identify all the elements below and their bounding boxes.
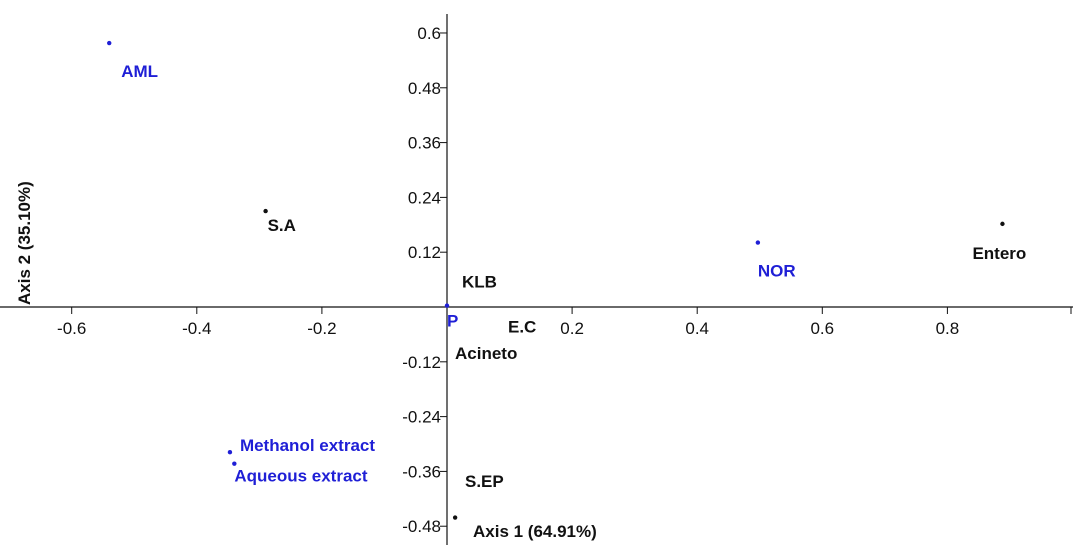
x-tick-label: 0.4 — [685, 319, 709, 338]
point-aqueous-extract — [232, 461, 237, 466]
point-nor — [755, 240, 761, 245]
x-tick-label: -0.6 — [57, 319, 86, 338]
y-tick-label: 0.48 — [408, 79, 441, 98]
point-label-entero: Entero — [972, 244, 1026, 263]
axes — [0, 14, 1073, 545]
point-label-aml: AML — [121, 62, 158, 81]
y-tick-label: -0.48 — [402, 517, 441, 536]
point-label-s-a: S.A — [268, 216, 296, 235]
point-s-a — [263, 208, 268, 214]
point-label-nor: NOR — [758, 262, 796, 281]
y-tick-label: 0.24 — [408, 188, 441, 207]
y-tick-label: 0.36 — [408, 134, 441, 153]
y-axis-title: Axis 2 (35.10%) — [15, 181, 34, 305]
y-tick-label: -0.12 — [402, 353, 441, 372]
data-points: AML NOR P Methanol extract Aqueous extract S.… — [107, 40, 1026, 520]
x-tick-label: -0.4 — [182, 319, 211, 338]
point-methanol-extract — [227, 450, 233, 455]
y-tick-label: 0.12 — [408, 243, 441, 262]
point-aml — [107, 40, 112, 46]
point-label-aqueous-extract: Aqueous extract — [234, 467, 368, 486]
y-tick-label: 0.6 — [417, 24, 441, 43]
y-tick-label: -0.36 — [402, 462, 441, 481]
x-tick-label: 0.8 — [936, 319, 960, 338]
point-label-klb: KLB — [462, 273, 497, 292]
x-tick-label: -0.2 — [307, 319, 336, 338]
x-tick-label: 0.2 — [560, 319, 584, 338]
point-p — [444, 303, 450, 308]
point-label-methanol-extract: Methanol extract — [240, 436, 375, 455]
point-unlabeled — [452, 515, 458, 520]
point-entero — [1000, 221, 1005, 227]
y-tick-label: -0.24 — [402, 408, 441, 427]
point-label-acineto: Acineto — [455, 344, 517, 363]
point-label-s-ep: S.EP — [465, 472, 504, 491]
point-label-e-c: E.C — [508, 318, 536, 337]
point-label-p: P — [447, 312, 458, 331]
x-axis-title: Axis 1 (64.91%) — [473, 522, 597, 541]
axis-ticks: -0.6 -0.4 -0.2 0.2 0.4 0.6 0.8 0.6 0.48 0.36 0.24 0… — [57, 24, 1072, 536]
x-tick-label: 0.6 — [810, 319, 834, 338]
